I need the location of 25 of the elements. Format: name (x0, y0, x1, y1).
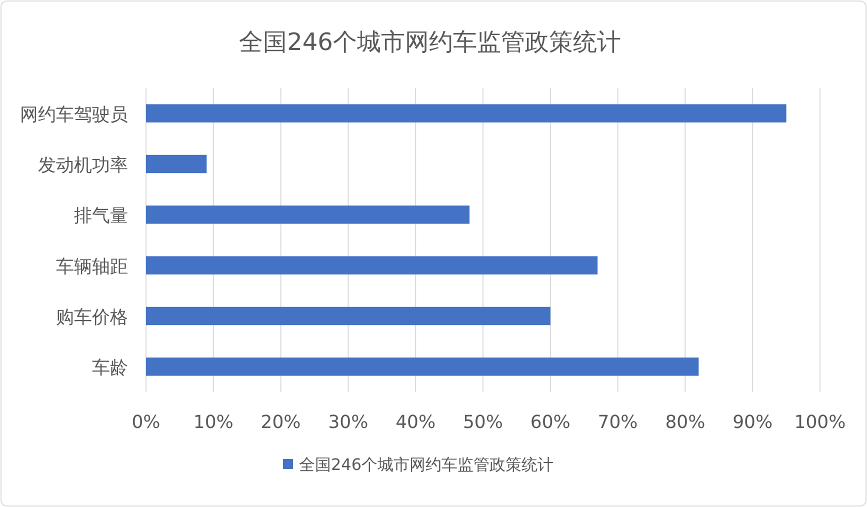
x-tick-label: 70% (598, 412, 638, 433)
x-tick-label: 90% (732, 412, 773, 433)
x-tick-label: 10% (193, 412, 234, 433)
x-tick-label: 60% (530, 412, 570, 433)
x-tick-label: 0% (132, 412, 160, 433)
bar (146, 104, 786, 122)
chart-title: 全国246个城市网约车监管政策统计 (239, 28, 621, 56)
x-tick-label: 50% (462, 412, 504, 433)
x-tick-label: 100% (794, 412, 846, 433)
y-tick-label: 购车价格 (56, 307, 128, 328)
x-tick-label: 80% (665, 412, 706, 433)
x-tick-label: 40% (396, 412, 436, 433)
y-tick-label: 排气量 (74, 206, 128, 227)
legend-label: 全国246个城市网约车监管政策统计 (299, 455, 554, 474)
y-tick-label: 车辆轴距 (56, 256, 128, 278)
bar (146, 154, 207, 174)
bar (146, 306, 550, 326)
x-tick-label: 30% (328, 412, 368, 433)
y-tick-label: 车龄 (92, 358, 128, 379)
y-tick-label: 发动机功率 (38, 155, 128, 176)
x-tick-label: 20% (260, 412, 301, 433)
bar (146, 358, 699, 376)
y-tick-label: 网约车驾驶员 (20, 104, 128, 126)
bar (146, 206, 470, 224)
bar (146, 256, 598, 274)
